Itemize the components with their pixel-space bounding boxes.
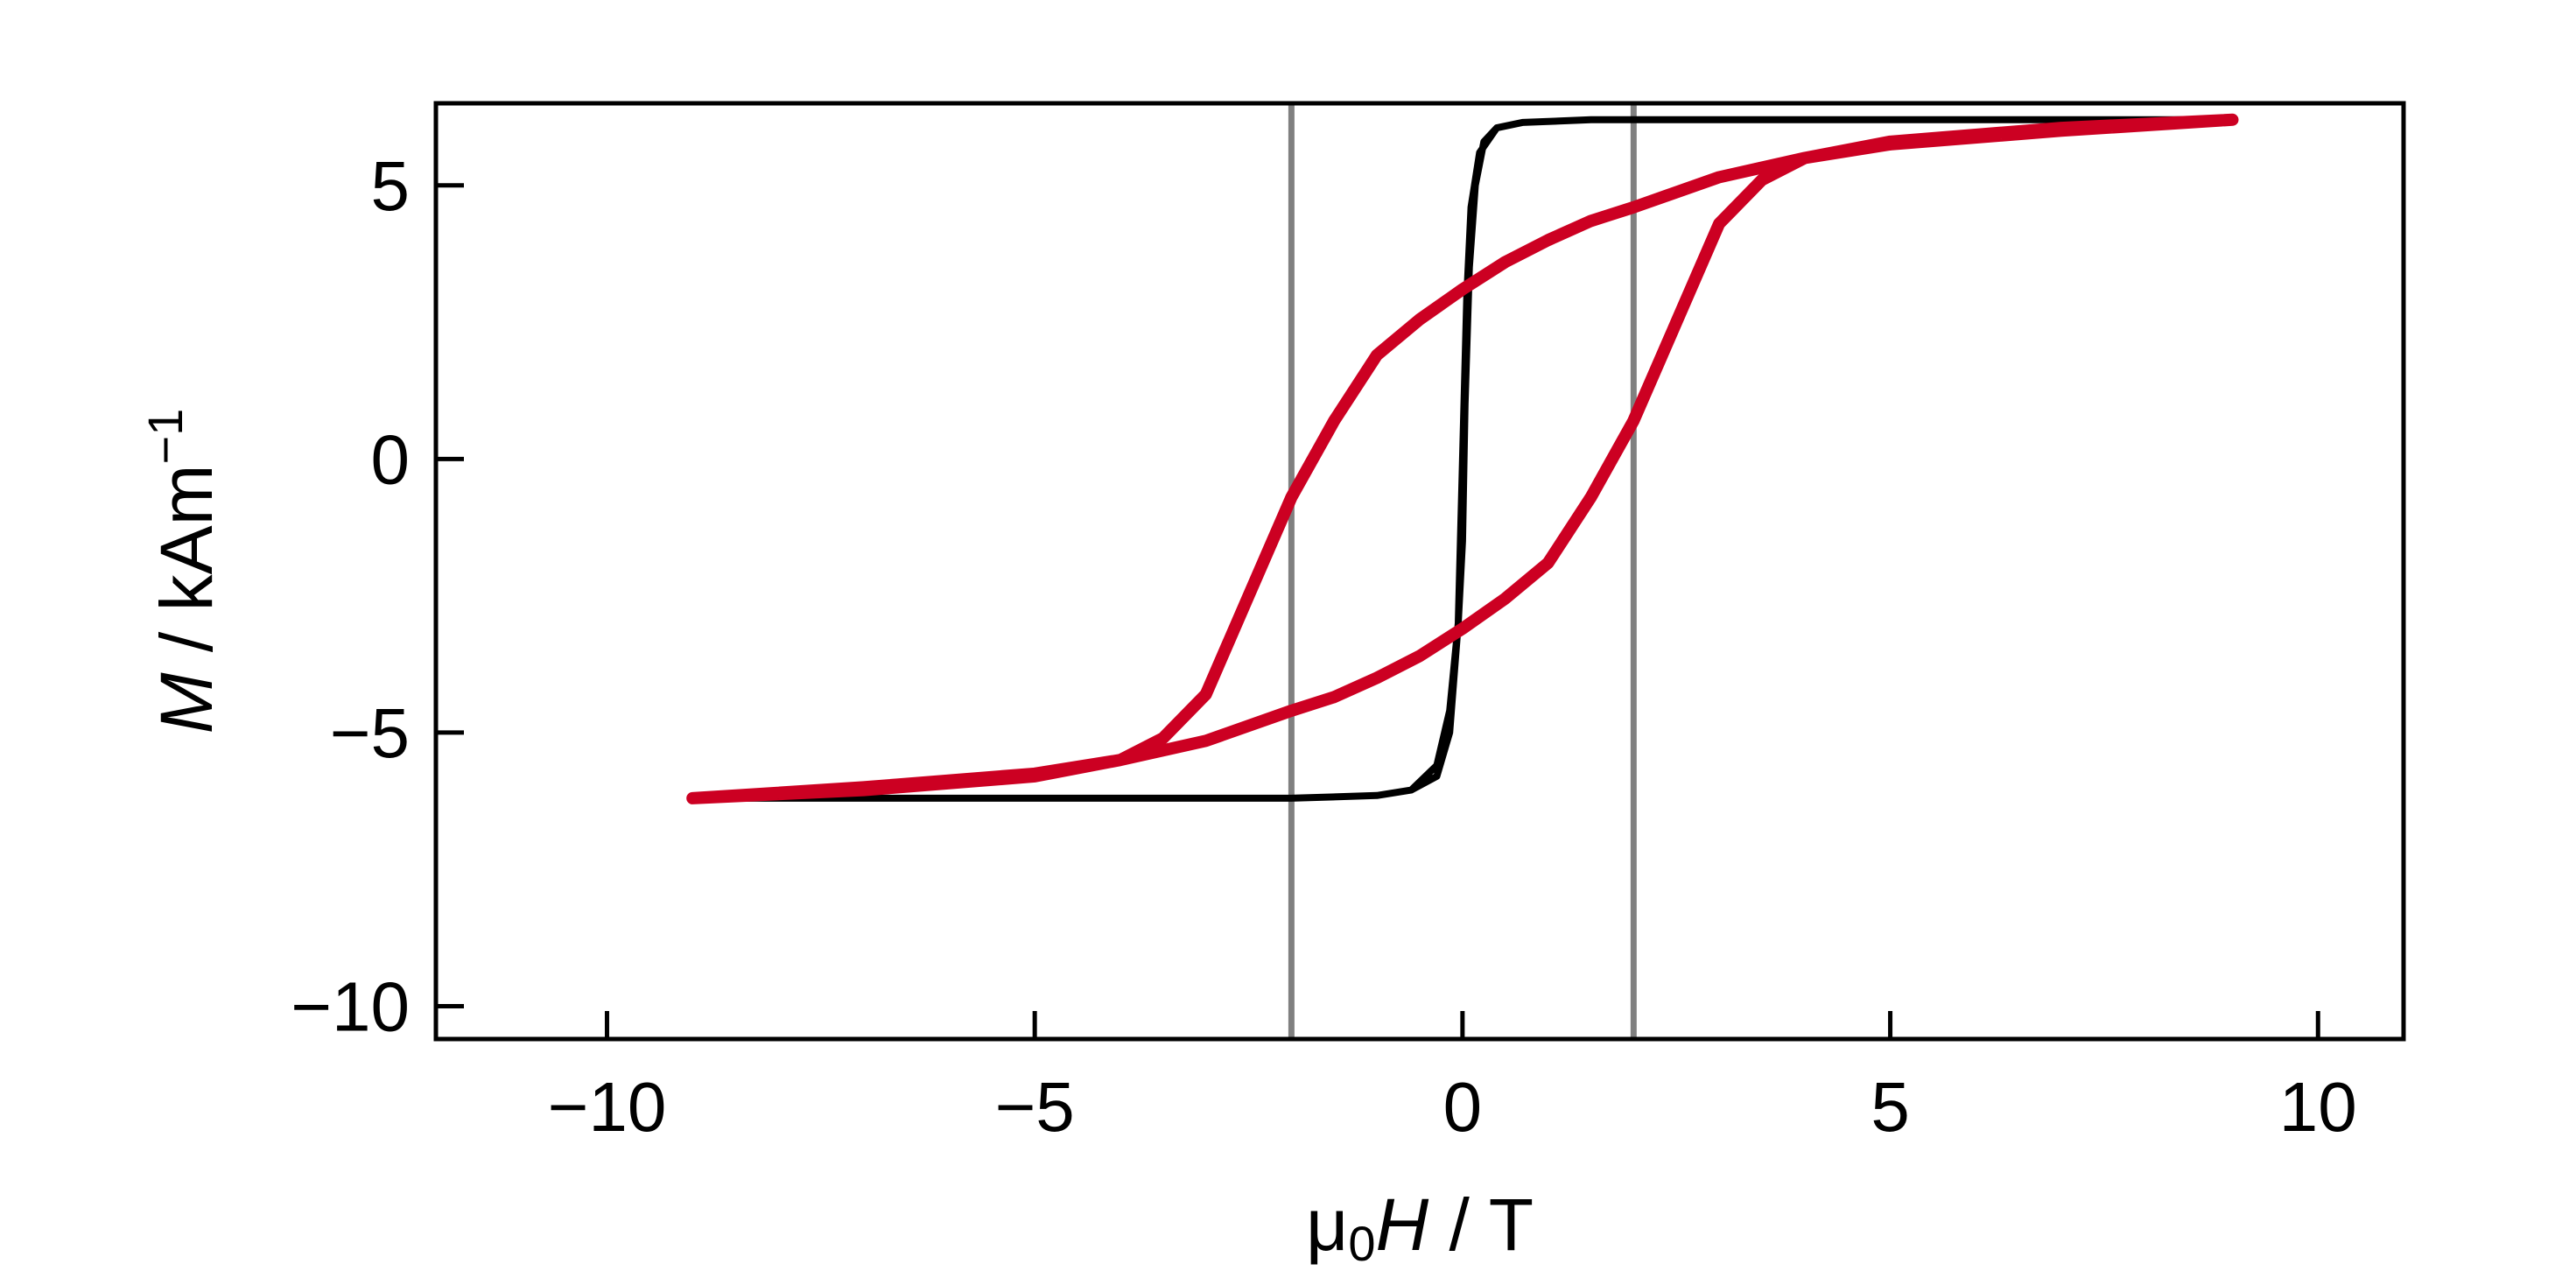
axis-ticks: −10 −5 0 5 10 −10 −5 0 5 [291, 147, 2356, 1146]
x-tick-label: −10 [548, 1068, 667, 1146]
plot-frame [433, 101, 2406, 1042]
series-line-1 [689, 116, 2236, 802]
series-line-2 [686, 113, 2239, 804]
y-tick-label: 5 [371, 147, 411, 225]
x-axis-label: μ0H / T [1306, 1183, 1534, 1271]
y-tick-label: −10 [291, 967, 410, 1045]
series-layer [686, 113, 2239, 804]
y-tick-label: 0 [371, 420, 411, 498]
x-tick-label: 10 [2279, 1068, 2357, 1146]
reference-lines [1288, 103, 1637, 1039]
y-tick-label: −5 [330, 694, 410, 772]
x-tick-label: −5 [995, 1068, 1075, 1146]
y-axis-label: M / kAm−1 [137, 409, 228, 734]
x-tick-label: 5 [1871, 1068, 1910, 1146]
x-tick-label: 0 [1443, 1068, 1483, 1146]
